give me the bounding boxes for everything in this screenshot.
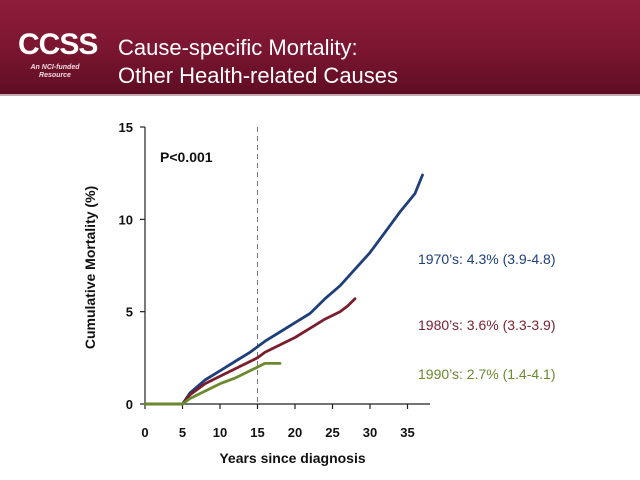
slide-title: Cause-specific Mortality: Other Health-r… [118,34,618,90]
x-tick-label: 25 [325,425,339,440]
x-tick-label: 20 [288,425,302,440]
series-line-1 [143,173,424,406]
y-axis-title: Cumulative Mortality (%) [82,186,98,349]
x-tick-label: 5 [179,425,186,440]
x-tick-label: 0 [141,425,148,440]
logo-wordmark: CCSS [18,28,98,61]
series-line-2 [143,297,357,406]
x-tick-label: 35 [400,425,414,440]
chart-axes: 0 5 10 15 0 5 10 15 20 25 30 35 Years since diagnosi… [82,120,430,466]
logo-tagline: An NCI-funded Resource [14,64,96,80]
slide-title-line-1: Cause-specific Mortality: [118,35,358,60]
logo-tagline-line-2: Resource [39,72,71,79]
chart-labels-layer: 1970’s: 4.3% (3.9-4.8) 1980’s: 3.6% (3.3-… [160,149,556,382]
ccss-logo: CCSS An NCI-funded Resource [14,28,98,86]
x-axis-title: Years since diagnosis [219,450,366,466]
series-label-3: 1990’s: 2.7% (1.4-4.1) [418,366,556,382]
p-value-annotation: P<0.001 [160,149,213,165]
x-tick-label: 10 [213,425,227,440]
series-label-2: 1980’s: 3.6% (3.3-3.9) [418,317,556,333]
series-line-3 [143,361,282,406]
x-tick-label: 15 [250,425,264,440]
y-tick-label: 5 [126,305,133,320]
x-tick-label: 30 [363,425,377,440]
y-tick-label: 0 [126,397,133,412]
series-label-1: 1970’s: 4.3% (3.9-4.8) [418,251,556,267]
logo-tagline-line-1: An NCI-funded [30,64,80,71]
header-banner: CCSS An NCI-funded Resource Cause-specif… [0,0,640,96]
y-tick-label: 15 [119,120,133,135]
y-tick-label: 10 [119,212,133,227]
slide-title-line-2: Other Health-related Causes [118,63,399,88]
chart-series-layer [143,173,424,406]
